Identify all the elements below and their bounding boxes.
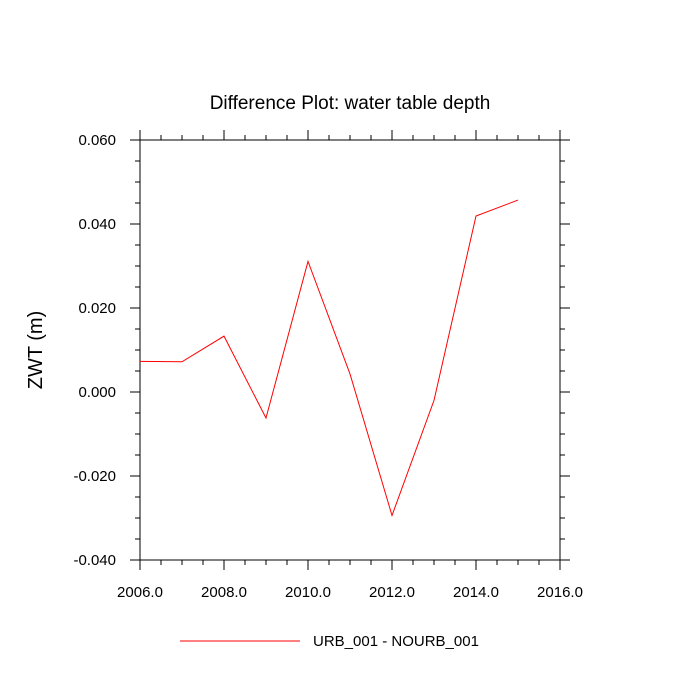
chart-title: Difference Plot: water table depth <box>210 93 491 114</box>
x-tick-label: 2014.0 <box>453 584 499 601</box>
x-tick-label: 2006.0 <box>117 584 163 601</box>
axis-ticks <box>130 130 570 570</box>
y-tick-label: 0.040 <box>78 216 116 233</box>
x-tick-label: 2016.0 <box>537 584 583 601</box>
legend-label: URB_001 - NOURB_001 <box>313 633 479 650</box>
tick-labels: 2006.0 2008.0 2010.0 2012.0 2014.0 2016.0 -0.0… <box>73 132 582 601</box>
x-tick-label: 2010.0 <box>285 584 331 601</box>
y-tick-label: -0.020 <box>73 468 116 485</box>
x-tick-label: 2012.0 <box>369 584 415 601</box>
plot-frame <box>139 139 561 561</box>
y-tick-label: -0.040 <box>73 552 116 569</box>
y-tick-label: 0.060 <box>78 132 116 149</box>
series-group <box>139 199 519 518</box>
x-tick-label: 2008.0 <box>201 584 247 601</box>
y-tick-label: 0.020 <box>78 300 116 317</box>
y-axis-label: ZWT (m) <box>25 311 47 390</box>
legend: URB_001 - NOURB_001 <box>180 633 479 650</box>
series-line-0 <box>139 199 519 518</box>
y-tick-label: 0.000 <box>78 384 116 401</box>
